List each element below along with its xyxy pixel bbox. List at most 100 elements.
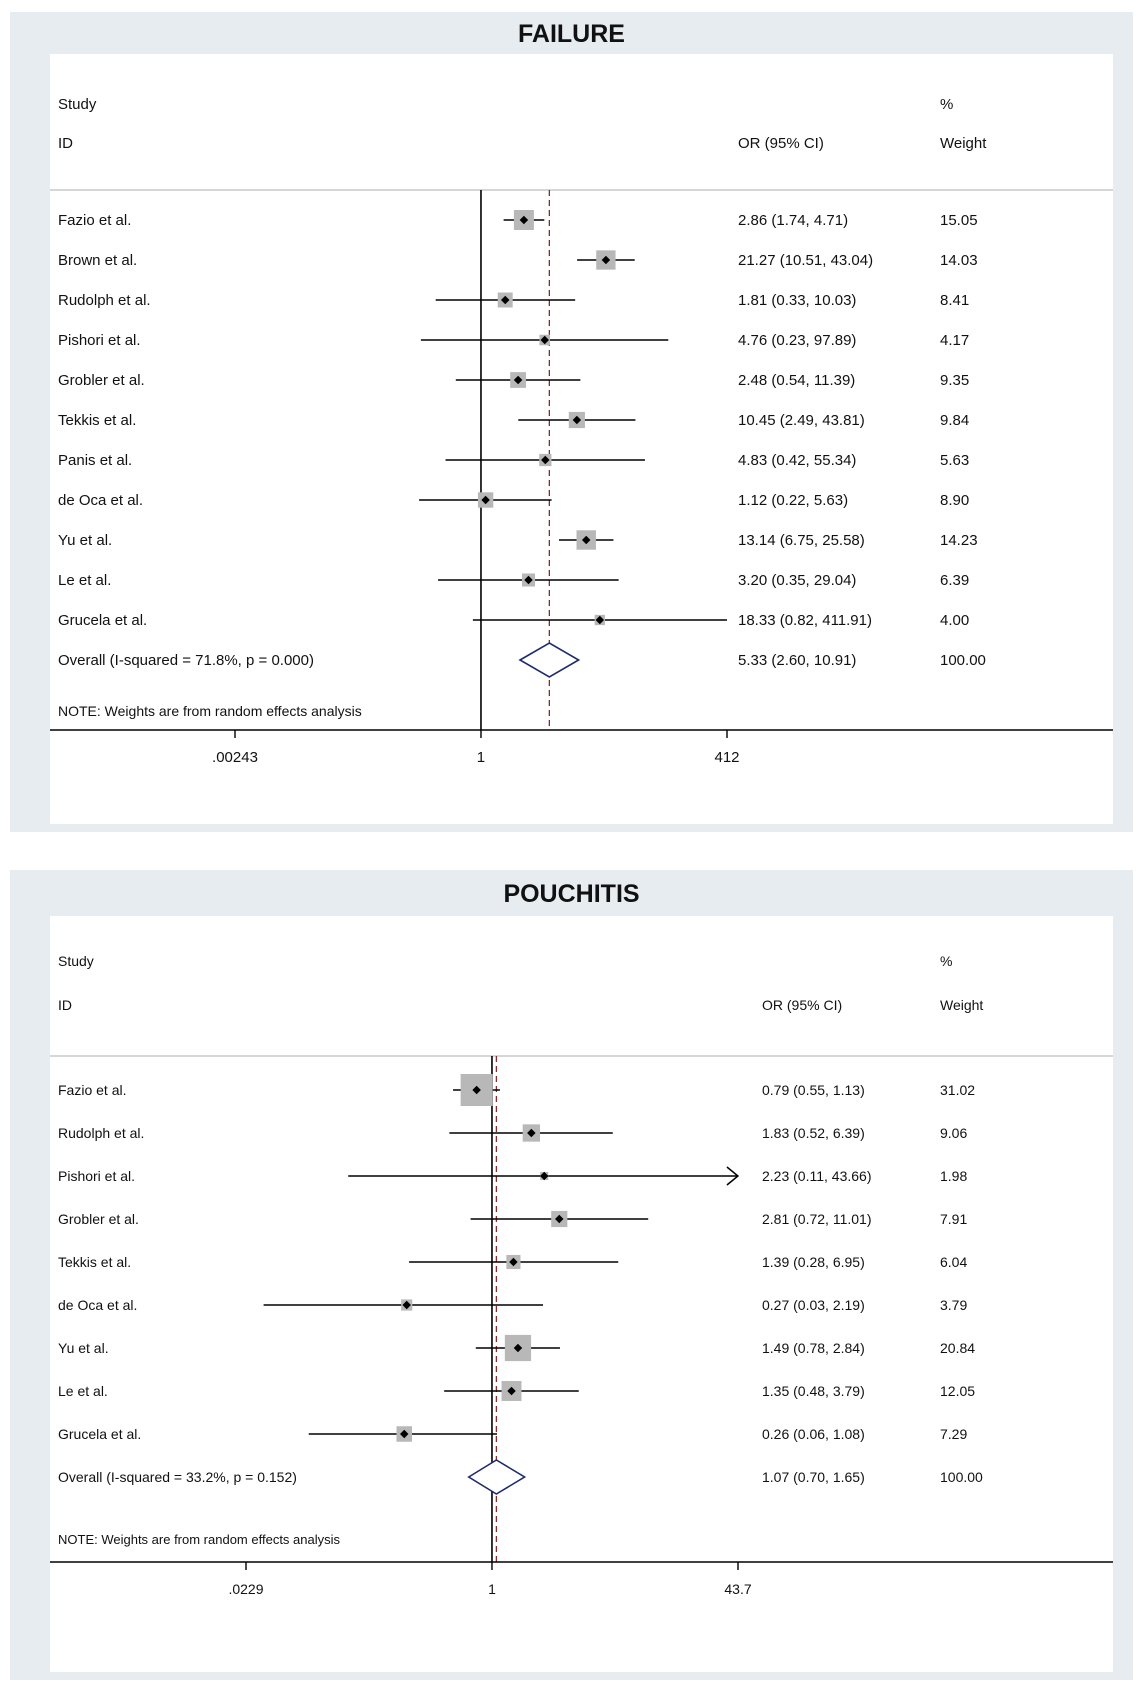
- study-row: Tekkis et al. 1.39 (0.28, 6.95) 6.04: [58, 1254, 967, 1270]
- weight-value: 14.23: [940, 532, 978, 549]
- pouchitis-plot-area: Study ID OR (95% CI)% Weight Fazio et al. 0.7…: [50, 916, 1113, 1672]
- point-estimate-marker: [595, 615, 605, 625]
- study-name: de Oca et al.: [58, 1297, 137, 1313]
- point-estimate-marker: [481, 495, 490, 505]
- x-tick-label: 43.7: [724, 1581, 751, 1597]
- overall-diamond: [518, 642, 581, 678]
- overall-row: Overall (I-squared = 71.8%, p = 0.000) 5.…: [58, 642, 986, 678]
- weight-value: 6.39: [940, 572, 969, 589]
- header-weight-label: Weight: [940, 997, 983, 1013]
- point-estimate-marker: [524, 575, 533, 585]
- study-name: Le et al.: [58, 572, 111, 589]
- study-row: Grucela et al. 18.33 (0.82, 411.91) 4.00: [58, 612, 969, 629]
- study-row: Panis et al. 4.83 (0.42, 55.34) 5.63: [58, 452, 969, 469]
- or-ci-value: 1.83 (0.52, 6.39): [762, 1125, 865, 1141]
- weights-note: NOTE: Weights are from random effects an…: [58, 703, 362, 719]
- study-row: Grobler et al. 2.48 (0.54, 11.39) 9.35: [58, 372, 969, 389]
- ci-arrow: [726, 1166, 740, 1186]
- or-ci-value: 2.86 (1.74, 4.71): [738, 212, 848, 229]
- study-name: Grobler et al.: [58, 1211, 139, 1227]
- point-estimate-marker: [472, 1085, 481, 1095]
- or-ci-value: 21.27 (10.51, 43.04): [738, 252, 873, 269]
- study-row: Tekkis et al. 10.45 (2.49, 43.81) 9.84: [58, 411, 969, 429]
- overall-label: Overall (I-squared = 71.8%, p = 0.000): [58, 652, 314, 669]
- study-name: Fazio et al.: [58, 1082, 126, 1098]
- or-ci-value: 4.76 (0.23, 97.89): [738, 332, 856, 349]
- study-row: Brown et al. 21.27 (10.51, 43.04) 14.03: [58, 250, 978, 270]
- study-name: Rudolph et al.: [58, 292, 151, 309]
- study-row: Fazio et al. 0.79 (0.55, 1.13) 31.02: [58, 1074, 975, 1106]
- weight-value: 9.35: [940, 372, 969, 389]
- or-ci-value: 0.79 (0.55, 1.13): [762, 1082, 865, 1098]
- study-row: Grobler et al. 2.81 (0.72, 11.01) 7.91: [58, 1210, 967, 1228]
- point-estimate-marker: [500, 295, 510, 305]
- study-row: Rudolph et al. 1.81 (0.33, 10.03) 8.41: [58, 292, 969, 309]
- pouchitis-forest-plot: Study ID OR (95% CI)% Weight Fazio et al. 0.7…: [50, 953, 1113, 1597]
- weight-value: 9.84: [940, 412, 969, 429]
- study-row: Grucela et al. 0.26 (0.06, 1.08) 7.29: [58, 1426, 967, 1442]
- overall-label: Overall (I-squared = 33.2%, p = 0.152): [58, 1469, 297, 1485]
- study-row: Fazio et al. 2.86 (1.74, 4.71) 15.05: [58, 210, 978, 230]
- weight-value: 8.41: [940, 292, 969, 309]
- x-tick-label: 412: [714, 749, 739, 766]
- weight-value: 7.91: [940, 1211, 967, 1227]
- study-name: Rudolph et al.: [58, 1125, 144, 1141]
- weight-value: 1.98: [940, 1168, 967, 1184]
- x-tick-label: .00243: [212, 749, 258, 766]
- header-weight-label: Weight: [940, 135, 987, 152]
- study-name: Brown et al.: [58, 252, 137, 269]
- study-name: Panis et al.: [58, 452, 132, 469]
- study-name: Pishori et al.: [58, 332, 141, 349]
- failure-forest-plot: Study ID OR (95% CI)% Weight Fazio et al. 2.8…: [50, 96, 1113, 766]
- failure-title: FAILURE: [518, 20, 625, 48]
- weight-value: 7.29: [940, 1426, 967, 1442]
- study-row: Rudolph et al. 1.83 (0.52, 6.39) 9.06: [58, 1124, 967, 1142]
- or-ci-value: 0.26 (0.06, 1.08): [762, 1426, 865, 1442]
- header-id-label: ID: [58, 135, 73, 152]
- study-name: Tekkis et al.: [58, 412, 136, 429]
- header-percent-label: %: [940, 953, 952, 969]
- point-estimate-marker: [572, 415, 582, 425]
- weight-value: 15.05: [940, 212, 978, 229]
- study-name: Pishori et al.: [58, 1168, 135, 1184]
- study-name: Yu et al.: [58, 1340, 109, 1356]
- header-study-label: Study: [58, 953, 94, 969]
- x-tick-label: 1: [477, 749, 485, 766]
- pouchitis-title: POUCHITIS: [503, 880, 640, 908]
- weight-value: 14.03: [940, 252, 978, 269]
- point-estimate-marker: [509, 1257, 518, 1267]
- or-ci-value: 1.39 (0.28, 6.95): [762, 1254, 865, 1270]
- weight-value: 4.17: [940, 332, 969, 349]
- or-ci-value: 1.49 (0.78, 2.84): [762, 1340, 865, 1356]
- header-percent-label: %: [940, 96, 953, 113]
- study-name: Grobler et al.: [58, 372, 145, 389]
- or-ci-value: 3.20 (0.35, 29.04): [738, 572, 856, 589]
- header-or-ci-label: OR (95% CI): [762, 997, 842, 1013]
- study-name: de Oca et al.: [58, 492, 143, 509]
- failure-panel: FAILURE Study ID OR (95% CI)% Weight Fazio e…: [10, 12, 1133, 832]
- failure-plot-area: Study ID OR (95% CI)% Weight Fazio et al. 2.8…: [50, 54, 1113, 824]
- point-estimate-marker: [513, 375, 523, 385]
- study-row: Pishori et al. 2.23 (0.11, 43.66) 1.98: [58, 1166, 967, 1186]
- weight-value: 20.84: [940, 1340, 975, 1356]
- or-ci-value: 2.81 (0.72, 11.01): [762, 1211, 871, 1227]
- or-ci-value: 10.45 (2.49, 43.81): [738, 412, 865, 429]
- study-name: Le et al.: [58, 1383, 108, 1399]
- weight-value: 5.63: [940, 452, 969, 469]
- study-row: de Oca et al. 0.27 (0.03, 2.19) 3.79: [58, 1297, 967, 1313]
- weights-note: NOTE: Weights are from random effects an…: [58, 1532, 341, 1547]
- weight-value: 6.04: [940, 1254, 967, 1270]
- or-ci-value: 2.23 (0.11, 43.66): [762, 1168, 871, 1184]
- study-name: Fazio et al.: [58, 212, 131, 229]
- study-row: Le et al. 3.20 (0.35, 29.04) 6.39: [58, 572, 969, 589]
- or-ci-value: 13.14 (6.75, 25.58): [738, 532, 865, 549]
- weight-value: 4.00: [940, 612, 969, 629]
- study-row: Pishori et al. 4.76 (0.23, 97.89) 4.17: [58, 332, 969, 349]
- pouchitis-panel: POUCHITIS Study ID OR (95% CI)% Weight Fazio…: [10, 870, 1133, 1680]
- or-ci-value: 2.48 (0.54, 11.39): [738, 372, 855, 389]
- x-tick-label: 1: [488, 1581, 496, 1597]
- overall-or-ci-value: 5.33 (2.60, 10.91): [738, 652, 856, 669]
- point-estimate-marker: [540, 335, 549, 345]
- study-name: Tekkis et al.: [58, 1254, 131, 1270]
- point-estimate-marker: [399, 1429, 409, 1439]
